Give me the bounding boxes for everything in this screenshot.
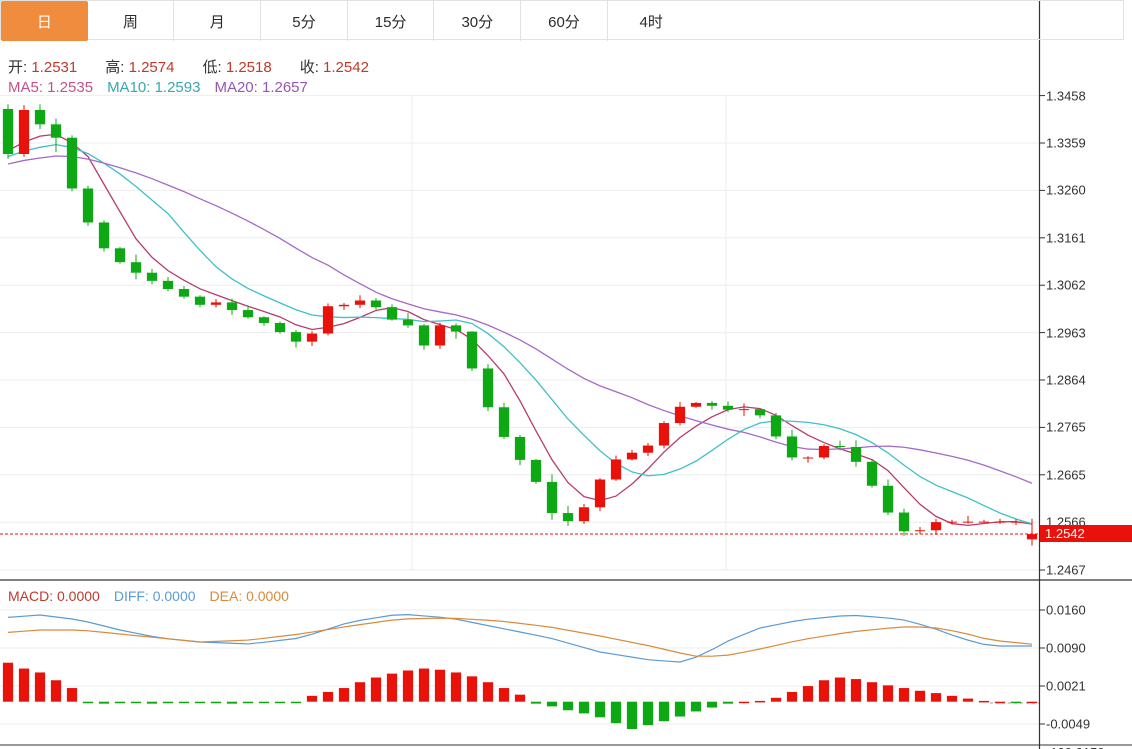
svg-text:-100.0150: -100.0150: [1046, 745, 1105, 749]
